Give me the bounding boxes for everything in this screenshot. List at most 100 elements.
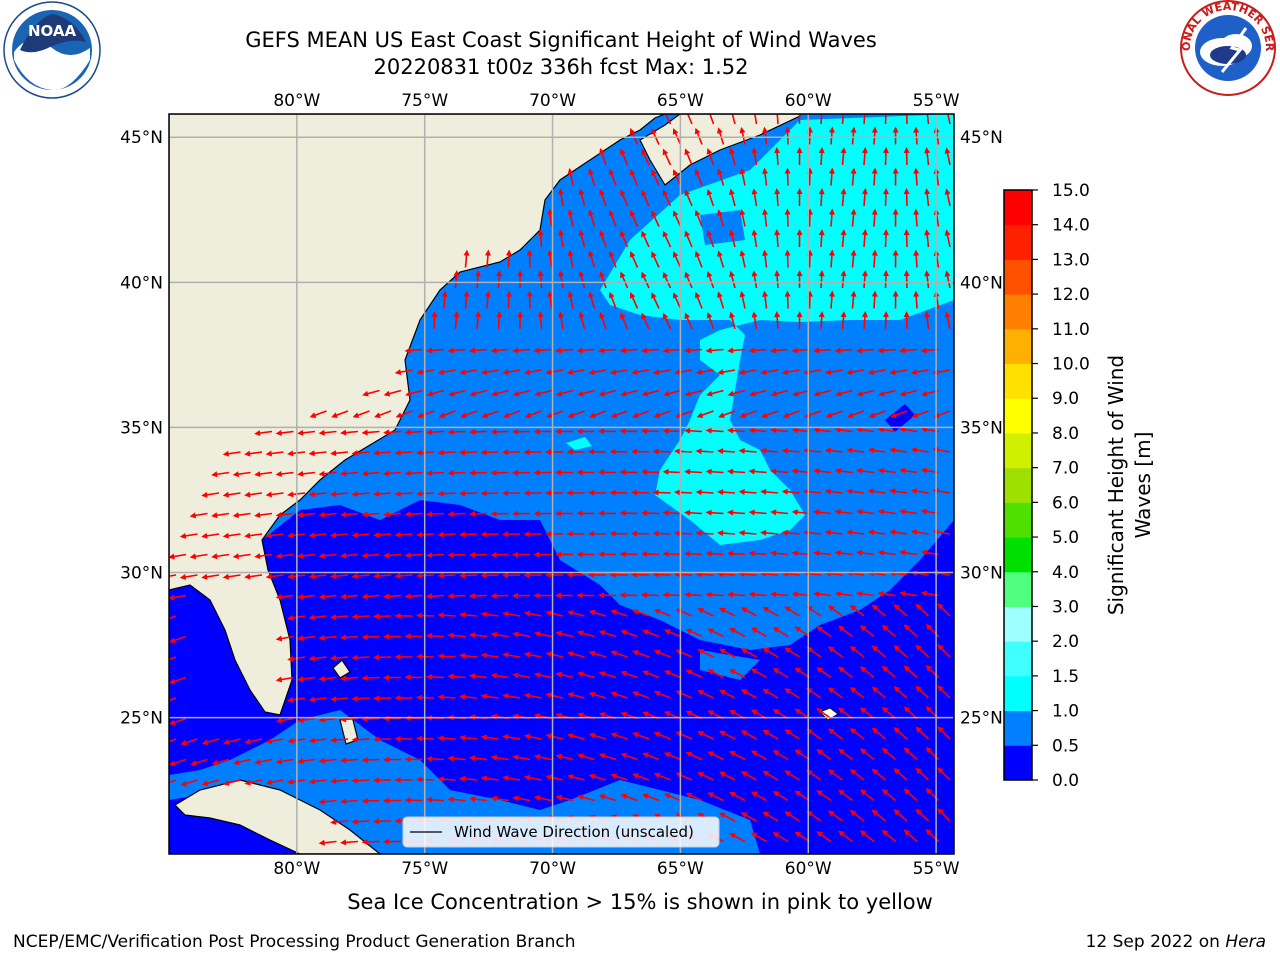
wave-arrow-head xyxy=(533,795,541,801)
wave-arrow-head xyxy=(694,127,701,135)
wave-arrow-head xyxy=(480,693,487,700)
wave-arrow-head xyxy=(792,390,799,397)
wave-arrow-head xyxy=(899,467,906,474)
wave-arrow-head xyxy=(838,748,845,755)
wave-arrow-head xyxy=(373,777,380,784)
wave-arrow-head xyxy=(512,510,519,517)
wave-arrow-head xyxy=(944,188,951,195)
wave-arrow-head xyxy=(913,208,920,215)
wave-arrow-head xyxy=(729,628,736,634)
wave-arrow-head xyxy=(537,229,544,236)
wave-arrow-head xyxy=(459,611,466,618)
wave-arrow-head xyxy=(772,750,780,756)
wave-arrow-head xyxy=(447,796,454,803)
wave-arrow-head xyxy=(404,552,411,559)
wave-arrow-head xyxy=(840,229,847,236)
wave-arrow-head xyxy=(632,609,639,615)
wave-arrow-head xyxy=(523,531,530,538)
wave-arrow-head xyxy=(576,592,583,599)
wave-arrow-head xyxy=(394,612,401,619)
wave-arrow-head xyxy=(697,731,704,737)
colorbar-tick-label: 6.0 xyxy=(1052,493,1079,513)
wave-arrow-head xyxy=(297,758,304,765)
wave-arrow-head xyxy=(632,412,639,418)
wave-arrow-head xyxy=(620,271,626,279)
wave-arrow-head xyxy=(904,106,910,112)
wave-arrow-head xyxy=(318,839,325,846)
wave-arrow-head xyxy=(684,230,691,238)
colorbar-tick-label: 12.0 xyxy=(1052,285,1090,305)
wave-arrow-head xyxy=(892,126,899,133)
wave-arrow-head xyxy=(856,347,863,354)
wave-arrow-head xyxy=(417,412,424,418)
wave-arrow-head xyxy=(944,270,951,277)
wave-arrow-head xyxy=(547,249,554,256)
wave-arrow-head xyxy=(308,450,315,457)
wave-arrow-head xyxy=(818,270,825,277)
colorbar-tick-label: 0.5 xyxy=(1052,736,1079,756)
wave-arrow-head xyxy=(232,759,240,766)
wave-arrow-head xyxy=(697,690,704,696)
wave-arrow-head xyxy=(533,672,541,678)
wave-arrow-head xyxy=(547,290,554,297)
wave-arrow-head xyxy=(502,652,509,659)
wave-arrow-head xyxy=(642,752,649,759)
wave-arrow-head xyxy=(762,208,769,215)
wave-arrow-head xyxy=(578,311,585,319)
wave-arrow-head xyxy=(781,369,789,376)
wave-arrow-head xyxy=(796,147,803,154)
wave-arrow-head xyxy=(883,106,889,112)
lat-tick-label-right: 25°N xyxy=(960,709,1003,729)
wave-arrow-head xyxy=(752,106,758,112)
wave-arrow-head xyxy=(774,188,781,195)
wave-arrow-head xyxy=(727,427,734,434)
wave-arrow xyxy=(926,114,930,125)
wave-arrow-head xyxy=(502,369,509,376)
wave-arrow-head xyxy=(555,428,562,435)
wave-arrow-head xyxy=(383,797,390,804)
wave-arrow-head xyxy=(740,648,748,654)
wave-arrow-head xyxy=(566,530,573,537)
wave-arrow-head xyxy=(663,711,671,717)
wave-arrow-head xyxy=(447,593,454,600)
wave-arrow xyxy=(169,779,177,784)
wave-arrow-head xyxy=(416,369,423,376)
wave-arrow-head xyxy=(729,188,735,196)
wave-arrow-head xyxy=(598,390,606,397)
wave-arrow-head xyxy=(662,509,669,516)
wave-arrow-head xyxy=(523,651,531,658)
wave-arrow-head xyxy=(782,412,790,418)
wave-arrow-head xyxy=(818,188,825,195)
wave-arrow-head xyxy=(774,311,781,318)
wave-arrow-head xyxy=(275,511,282,518)
wave-arrow-head xyxy=(598,712,606,718)
wave-arrow-head xyxy=(878,390,885,397)
wave-arrow-head xyxy=(877,549,885,556)
wave-arrow-head xyxy=(915,644,922,651)
wave-arrow-head xyxy=(275,593,282,600)
wave-arrow-head xyxy=(727,591,734,598)
wave-arrow-head xyxy=(867,369,875,376)
wave-arrow-head xyxy=(827,605,835,612)
wave-arrow-head xyxy=(740,771,748,777)
lat-tick-label-left: 40°N xyxy=(120,273,163,293)
wave-arrow-head xyxy=(937,767,944,774)
wave-arrow-head xyxy=(684,271,691,279)
wave-arrow-head xyxy=(502,449,509,456)
colorbar-tick-label: 2.0 xyxy=(1052,632,1079,652)
wave-arrow-head xyxy=(813,347,820,354)
wave-arrow-head xyxy=(609,448,616,455)
wave-arrow-head xyxy=(469,592,476,599)
wave-arrow-head xyxy=(772,668,780,674)
wave-arrow-head xyxy=(599,230,605,237)
wave-arrow-head xyxy=(631,530,638,537)
wave-arrow-head xyxy=(651,251,657,258)
wave-arrow-head xyxy=(889,369,896,376)
wave-arrow-head xyxy=(718,607,726,614)
wave-arrow-head xyxy=(717,489,724,496)
wave-arrow-head xyxy=(684,347,691,354)
wave-arrow-head xyxy=(545,449,552,456)
wave-arrow-head xyxy=(588,650,596,657)
wave-arrow-head xyxy=(774,147,781,154)
wave-arrow-head xyxy=(913,290,920,297)
